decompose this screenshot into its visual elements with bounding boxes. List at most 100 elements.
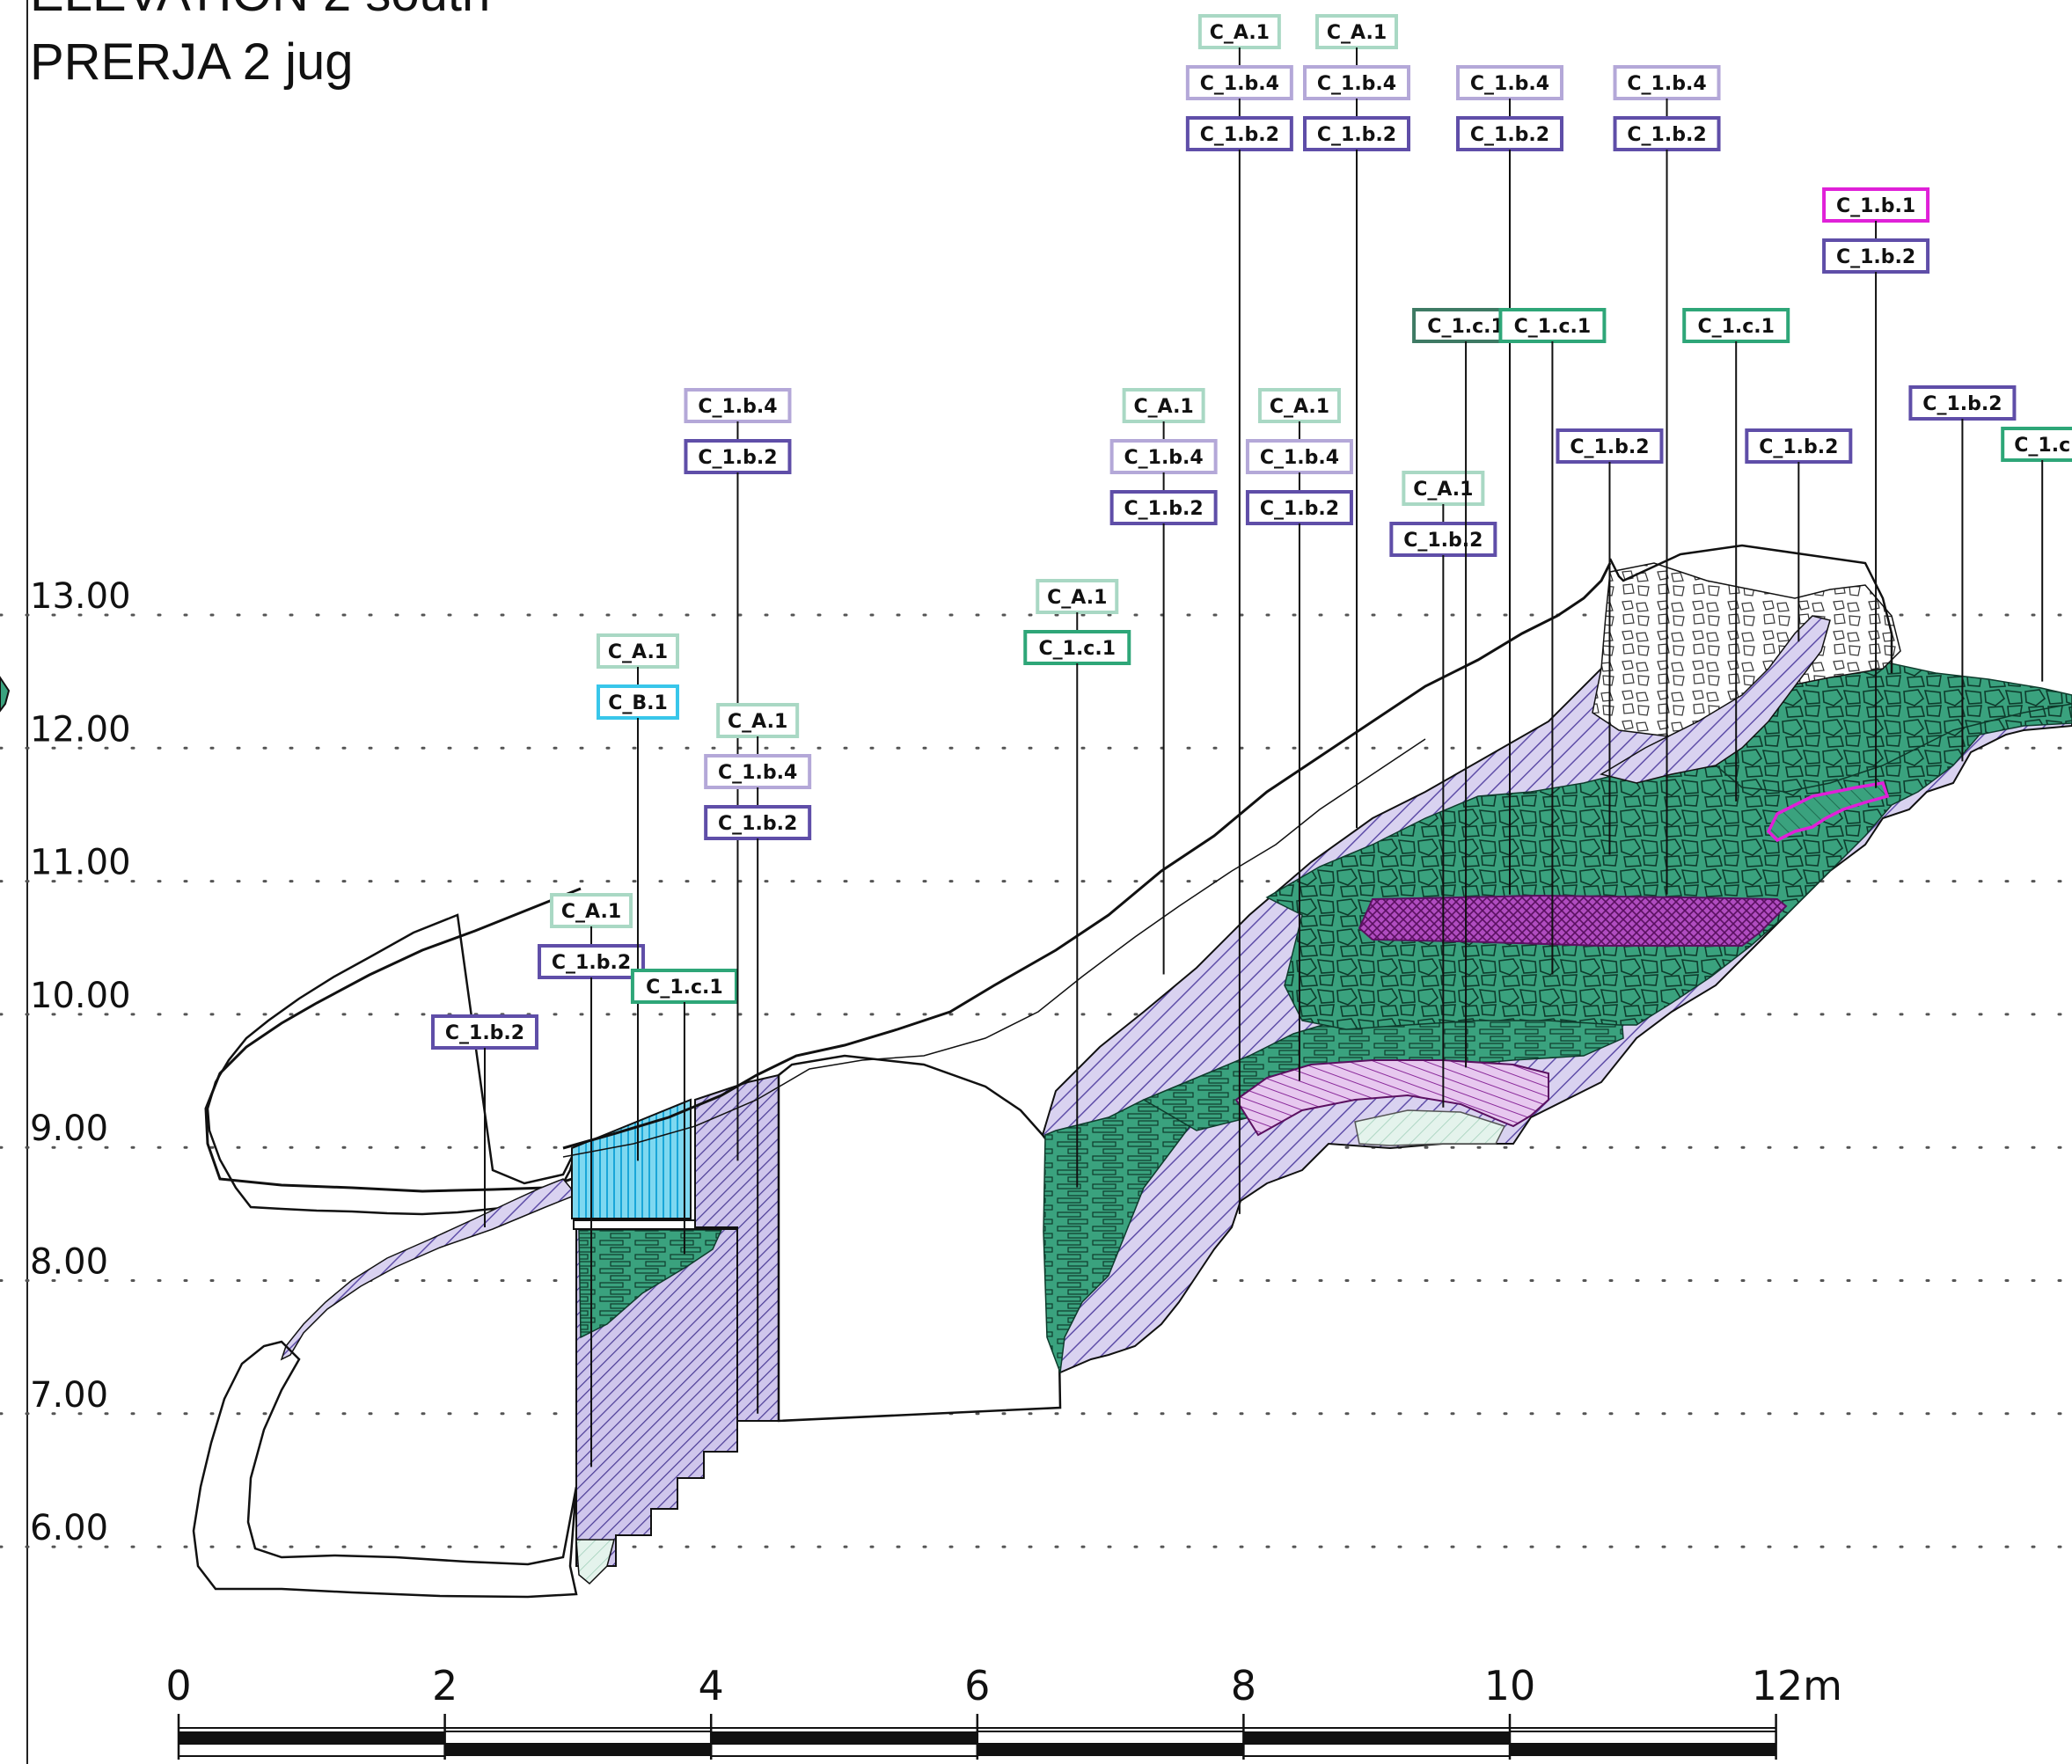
elevation-label: 7.00 <box>30 1375 108 1416</box>
material-tag-box <box>716 703 800 738</box>
title-line-1: ELEVATION 2 south <box>30 0 490 22</box>
annotation-callout: C_A.1 C_1.b.4 C_1.b.2 <box>1303 14 1411 829</box>
material-tag-label: C_A.1 <box>608 641 668 663</box>
material-tag-label: C_1.b.4 <box>1627 73 1706 95</box>
annotation-callout: C_1.b.2 <box>1556 428 1664 855</box>
upper-rubble-white <box>1592 562 1901 740</box>
upper-right-outline <box>1608 544 1893 673</box>
material-tag-label: C_1.b.2 <box>1470 124 1549 146</box>
material-tag-box <box>1389 522 1497 557</box>
annotation-callout: C_A.1 C_B.1 <box>596 633 679 1161</box>
drawing-title: ELEVATION 2 south PRERJA 2 jug <box>30 0 490 91</box>
scale-bar-segment <box>444 1744 712 1756</box>
annotation-callout: C_A.1 C_1.b.4 C_1.b.2 <box>704 703 812 1414</box>
material-tag-box <box>1109 439 1218 474</box>
material-tag-box <box>704 754 812 789</box>
material-tag-label: C_A.1 <box>1327 22 1387 44</box>
material-tag-label: C_1.b.4 <box>1470 73 1549 95</box>
material-tag-label: C_1.b.2 <box>1317 124 1396 146</box>
material-tag-box <box>1498 308 1607 343</box>
elevation-label: 11.00 <box>30 843 131 883</box>
material-tag-label: C_1.c <box>2014 435 2070 457</box>
edge-fragment <box>0 676 11 713</box>
material-tag-label: C_A.1 <box>1047 587 1107 609</box>
annotation-callout: C_1.b.4 C_1.b.2 <box>1613 65 1721 895</box>
material-tag-box <box>550 893 633 928</box>
scale-bar-segment <box>1243 1731 1510 1744</box>
elevation-label: 10.00 <box>30 976 131 1016</box>
scale-bar-segment-white <box>976 1731 1245 1745</box>
annotation-callout: C_A.1 C_1.b.4 C_1.b.2 <box>1109 388 1218 975</box>
annotation-callout: C_A.1 C_1.b.2 <box>1389 471 1497 1108</box>
outer-profile-line <box>562 738 1426 1158</box>
annotation-callout: C_A.1 C_1.b.4 C_1.b.2 <box>1185 14 1293 1214</box>
material-tag-label: C_1.c.1 <box>1427 316 1505 338</box>
annotation-callout: C_A.1 C_1.c.1 <box>1023 579 1131 1188</box>
material-tag-label: C_1.b.2 <box>718 813 797 835</box>
material-tag-box <box>1682 308 1790 343</box>
arch-green-fill <box>1354 1109 1506 1146</box>
material-tag-box <box>1257 388 1341 423</box>
magenta-band <box>1358 894 1788 947</box>
scale-bar-segment-white <box>1509 1731 1777 1745</box>
elevation-label: 8.00 <box>30 1242 108 1283</box>
material-tag-label: C_1.b.2 <box>1836 246 1915 268</box>
material-tag-label: C_1.b.2 <box>698 447 777 469</box>
material-annotations: C_1.b.2C_A.1C_1.b.2C_A.1C_B.1C_1.c.1C_1.… <box>430 14 2072 1468</box>
material-tag-box <box>1822 187 1930 223</box>
material-tag-label: C_1.b.1 <box>1836 195 1915 217</box>
magenta-outline-patch <box>1766 781 1890 843</box>
scale-bar-segment <box>711 1731 977 1744</box>
annotation-callout: C_1.b.4 C_1.b.2 <box>684 388 792 1161</box>
elevation-grid: 13.00 12.00 11.00 10.00 9.00 8.00 7.00 6.00 <box>0 576 2072 1548</box>
annotation-callout: C_A.1 C_1.b.2 <box>538 893 646 1468</box>
annotation-callout: C_1.b.1 C_1.b.2 <box>1822 187 1930 788</box>
material-tag-box <box>1245 490 1353 525</box>
material-tag-label: C_1.b.2 <box>1403 530 1483 552</box>
title-line-2: PRERJA 2 jug <box>30 33 354 91</box>
scale-bar-segment <box>179 1731 445 1744</box>
material-tag-label: C_1.b.2 <box>552 952 631 974</box>
scale-bar-label: 4 <box>699 1662 724 1709</box>
annotation-callout: C_1.c.1 <box>630 969 738 1255</box>
material-tag-label: C_1.b.2 <box>1260 498 1339 520</box>
material-tag-box <box>1245 439 1353 474</box>
material-tag-box <box>1185 65 1293 100</box>
scale-bar-label: 2 <box>432 1662 458 1709</box>
material-tag-label: C_1.b.4 <box>1317 73 1396 95</box>
scale-bar-label: 0 <box>165 1662 191 1709</box>
arch-violet <box>1234 1059 1549 1137</box>
scale-bar-label: 6 <box>964 1662 990 1709</box>
scale-bar-segment-white <box>1242 1743 1512 1757</box>
scale-bar-label: 12m <box>1752 1662 1842 1709</box>
scale-bar-segment-white <box>443 1731 713 1745</box>
wall-block-left-bottom <box>575 1539 615 1585</box>
material-tag-label: C_B.1 <box>608 692 668 714</box>
material-tag-box <box>430 1014 538 1050</box>
material-tag-label: C_1.b.4 <box>1260 447 1339 469</box>
upper-violet-band <box>1600 615 1831 784</box>
elevation-label: 6.00 <box>30 1508 108 1548</box>
material-tag-label: C_1.b.2 <box>1570 436 1649 458</box>
material-tag-label: C_A.1 <box>1413 479 1473 501</box>
annotation-callout: C_1.c.1 <box>1498 308 1607 975</box>
material-tag-label: C_1.b.2 <box>1759 436 1838 458</box>
material-tag-box <box>684 388 792 423</box>
material-tag-label: C_A.1 <box>561 901 621 923</box>
annotation-callout: C_1.b.2 <box>430 1014 538 1227</box>
material-tag-label: C_1.c.1 <box>646 977 723 999</box>
material-tag-label: C_A.1 <box>1210 22 1270 44</box>
annotation-callout: C_A.1 C_1.b.4 C_1.b.2 <box>1245 388 1353 1081</box>
material-tag-box <box>1197 14 1281 49</box>
material-tag-label: C_1.b.4 <box>1124 447 1204 469</box>
top-profile-line <box>562 562 1612 1150</box>
left-cavity-interior <box>204 887 582 1193</box>
material-tag-label: C_1.b.4 <box>718 762 797 784</box>
left-lower-bowl <box>192 1340 578 1599</box>
material-tag-box <box>1822 238 1930 274</box>
scale-bar-segment <box>1510 1744 1776 1756</box>
ashlar-blue-block <box>571 1098 692 1219</box>
central-niche <box>777 1054 1062 1423</box>
material-tag-box <box>596 633 679 669</box>
